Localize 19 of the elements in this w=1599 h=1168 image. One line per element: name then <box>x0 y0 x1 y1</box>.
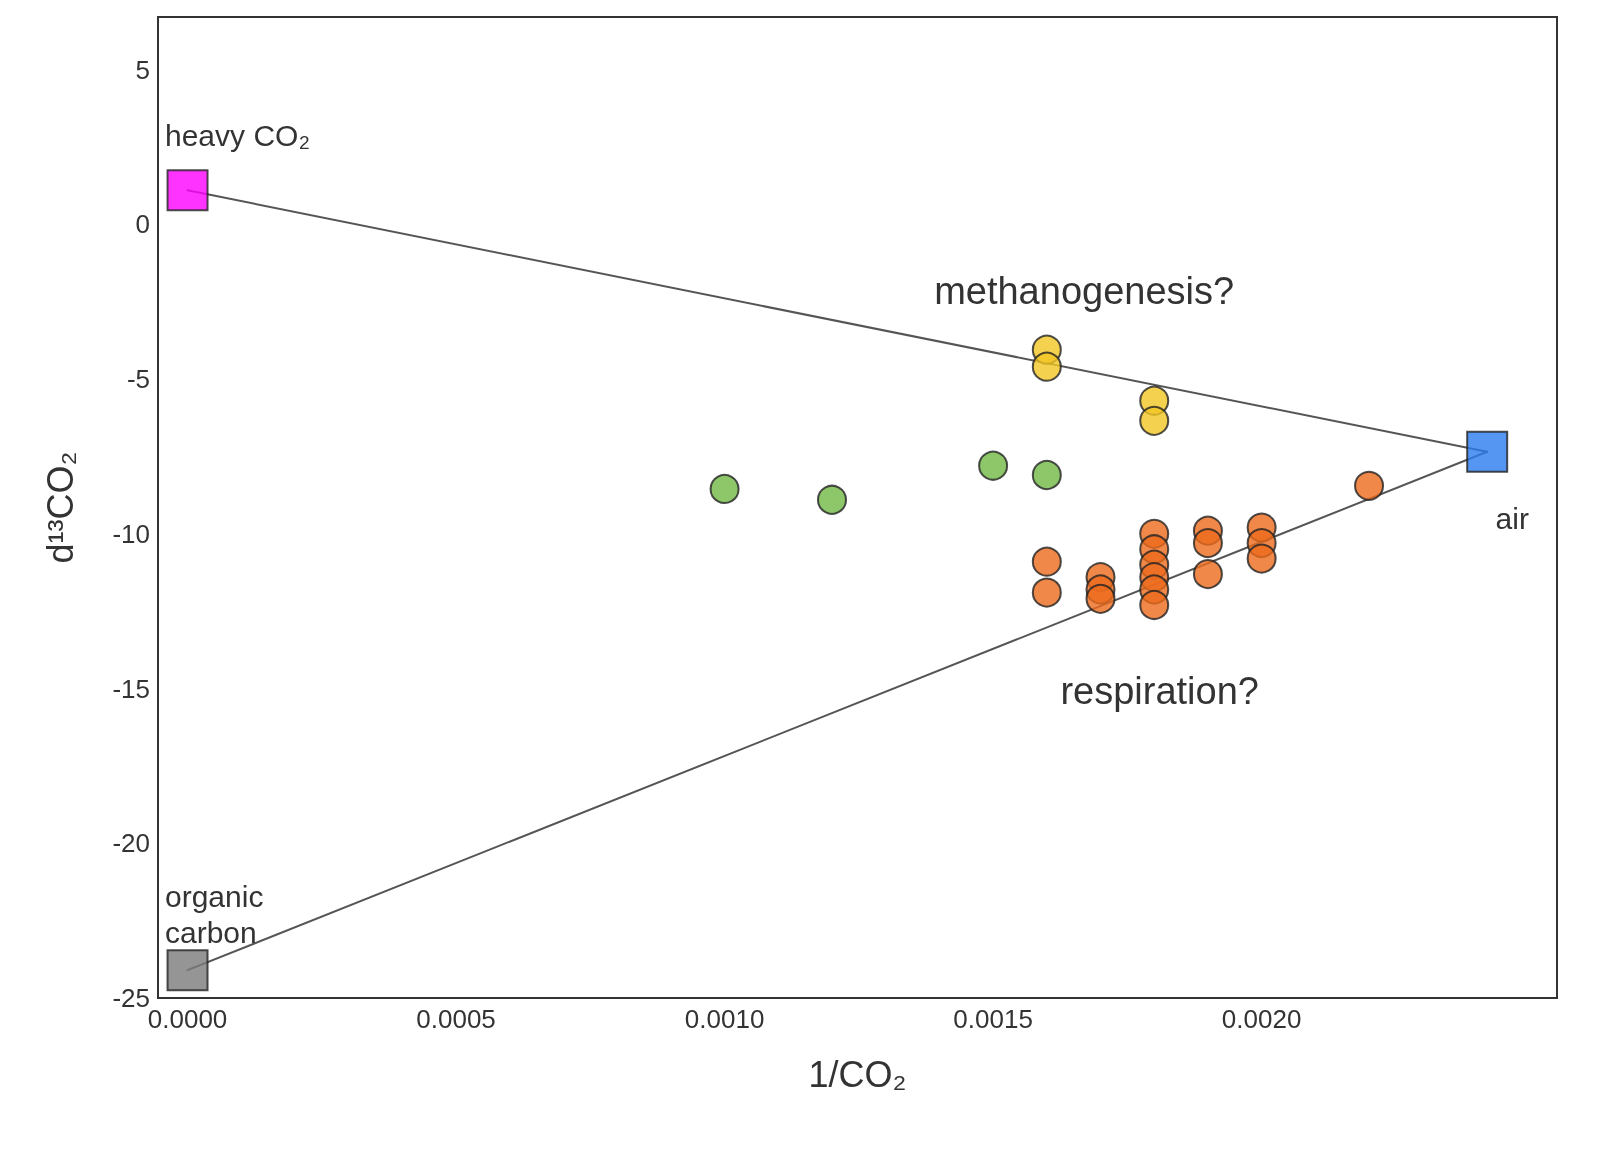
x-tick-label: 0.0010 <box>684 1004 765 1034</box>
y-axis-title: d¹³CO₂ <box>39 451 81 564</box>
x-axis-title: 1/CO₂ <box>808 1053 907 1095</box>
y-tick-label: -10 <box>112 518 150 549</box>
annotation: respiration? <box>1060 669 1259 712</box>
x-tick-label: 0.0020 <box>1221 1004 1302 1034</box>
x-tick-label: 0.0000 <box>147 1004 228 1034</box>
annotation: organic carbon <box>164 880 264 950</box>
y-tick-label: -5 <box>126 364 150 395</box>
x-tick-label: 0.0005 <box>416 1004 496 1034</box>
y-tick-label: 0 <box>135 209 150 240</box>
annotation: air <box>1495 501 1529 535</box>
y-tick-label: -25 <box>112 983 150 1013</box>
y-tick-label: -20 <box>112 828 150 859</box>
annotation: methanogenesis? <box>934 269 1235 312</box>
y-tick-label: 5 <box>135 54 150 85</box>
annotation: heavy CO₂ <box>164 119 311 153</box>
y-tick-label: -15 <box>112 673 150 704</box>
x-tick-label: 0.0015 <box>953 1004 1033 1034</box>
